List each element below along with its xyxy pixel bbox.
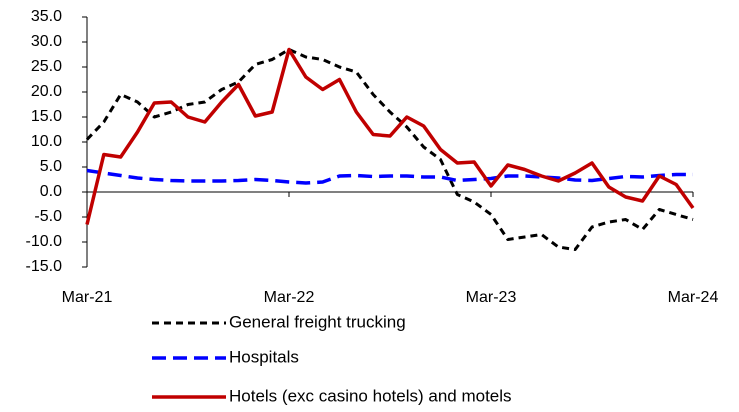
y-tick-label: 25.0 <box>31 58 62 75</box>
x-tick-label: Mar-22 <box>264 289 315 306</box>
y-tick-label: 5.0 <box>40 158 62 175</box>
y-tick-label: 15.0 <box>31 108 62 125</box>
y-tick-label: 0.0 <box>40 183 62 200</box>
y-tick-label: -5.0 <box>34 208 62 225</box>
y-tick-label: 30.0 <box>31 33 62 50</box>
y-tick-label: -15.0 <box>26 258 63 275</box>
x-tick-label: Mar-21 <box>62 289 113 306</box>
legend-label: Hospitals <box>229 347 299 366</box>
x-tick-label: Mar-24 <box>668 289 719 306</box>
y-tick-label: 20.0 <box>31 83 62 100</box>
x-tick-label: Mar-23 <box>466 289 517 306</box>
series-line <box>85 47 695 225</box>
y-tick-label: 35.0 <box>31 8 62 25</box>
legend-label: Hotels (exc casino hotels) and motels <box>229 386 512 405</box>
y-tick-label: -10.0 <box>26 233 63 250</box>
y-tick-label: 10.0 <box>31 133 62 150</box>
series-line <box>85 48 694 251</box>
series-line <box>86 168 693 185</box>
legend-label: General freight trucking <box>229 312 406 331</box>
